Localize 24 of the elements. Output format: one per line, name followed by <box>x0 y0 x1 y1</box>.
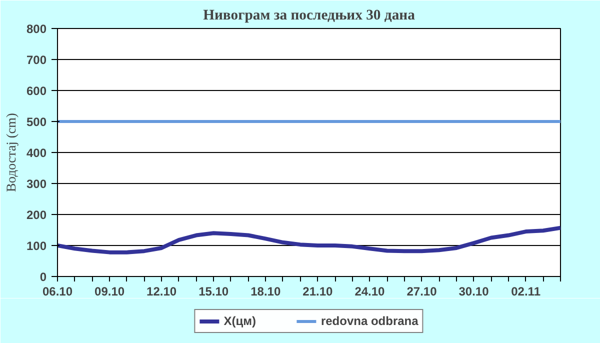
x-tick-label: 21.10 <box>302 284 334 298</box>
y-tick-label: 700 <box>26 53 47 67</box>
y-tick-label: 800 <box>26 22 47 36</box>
x-tick-label: 30.10 <box>458 284 490 298</box>
legend-label: redovna odbrana <box>320 314 418 328</box>
line-series <box>58 226 560 254</box>
x-tick-label: 09.10 <box>94 284 125 298</box>
y-tick-label: 100 <box>26 239 47 253</box>
x-tick-label: 27.10 <box>406 284 438 298</box>
y-axis-title: Водостај (cm) <box>3 113 18 192</box>
legend-label: X(цм) <box>224 314 256 328</box>
y-tick-label: 600 <box>26 84 47 98</box>
x-tick-label: 06.10 <box>42 284 73 298</box>
x-tick-label: 02.11 <box>511 284 541 298</box>
x-tick-label: 24.10 <box>354 284 386 298</box>
x-tick-label: 12.10 <box>146 284 177 298</box>
x-tick-label: 15.10 <box>198 284 229 298</box>
y-tick-label: 400 <box>26 146 47 160</box>
y-tick-label: 500 <box>26 115 47 129</box>
y-tick-label: 0 <box>40 270 47 284</box>
chart-title: Нивограм за последњих 30 дана <box>203 8 416 24</box>
x-tick-label: 18.10 <box>250 284 281 298</box>
y-tick-label: 200 <box>26 208 47 222</box>
y-tick-label: 300 <box>26 177 47 191</box>
